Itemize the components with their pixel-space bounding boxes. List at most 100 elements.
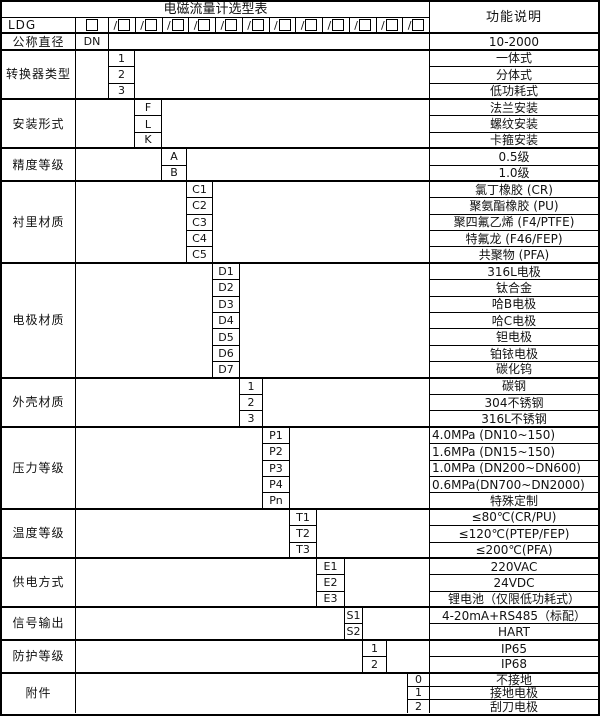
slash-separator: /: [113, 18, 118, 32]
checkbox-icon: [305, 19, 318, 32]
option-description: IP65: [430, 641, 598, 658]
empty-span-right: [135, 50, 430, 100]
model-first-slot[interactable]: [76, 18, 109, 35]
option-code: T3: [290, 542, 317, 559]
model-code-slot[interactable]: /: [270, 18, 297, 33]
model-code-slot[interactable]: /: [216, 18, 243, 33]
slash-separator: /: [300, 18, 305, 32]
slash-separator: /: [381, 18, 385, 32]
option-description: 法兰安装: [430, 100, 598, 117]
checkbox-icon: [86, 19, 98, 32]
checkbox-icon: [118, 19, 131, 32]
option-code: D7: [213, 362, 240, 379]
option-description: 1.0MPa (DN200~DN600): [430, 461, 598, 477]
option-description: ≤80℃(CR/PU): [430, 510, 598, 527]
model-code-slot[interactable]: /: [243, 18, 270, 33]
option-code: K: [135, 132, 162, 150]
option-code: D3: [213, 296, 240, 314]
option-description: 接地电极: [430, 687, 598, 700]
empty-span-right: [345, 558, 430, 609]
option-description: 氯丁橡胶 (CR): [430, 182, 598, 199]
option-code: E2: [317, 575, 345, 592]
option-code: C5: [187, 247, 213, 264]
option-description: 碳钢: [430, 379, 598, 395]
option-code: P1: [263, 427, 290, 445]
empty-span-right: [387, 640, 430, 674]
option-code: E3: [317, 591, 345, 609]
model-code-slot[interactable]: /: [377, 18, 404, 33]
option-code: D2: [213, 280, 240, 297]
model-code-slot[interactable]: /: [109, 18, 136, 33]
model-code-slot[interactable]: /: [296, 18, 323, 33]
model-code-slot[interactable]: /: [136, 18, 163, 33]
section-label: 压力等级: [2, 427, 76, 510]
section-label: 衬里材质: [2, 181, 76, 264]
slash-separator: /: [407, 18, 412, 32]
option-code: D1: [213, 263, 240, 281]
option-description: 聚四氟乙烯 (F4/PTFE): [430, 215, 598, 232]
empty-span-left: [76, 378, 240, 428]
checkbox-icon: [412, 19, 425, 32]
option-description: 304不锈钢: [430, 395, 598, 412]
model-prefix: LDG: [2, 18, 76, 35]
option-description: 螺纹安装: [430, 116, 598, 133]
option-description: 10-2000: [430, 34, 598, 51]
model-code-slot[interactable]: /: [189, 18, 216, 33]
option-code: Pn: [263, 493, 290, 510]
empty-span-right: [162, 99, 430, 150]
option-code: 1: [240, 378, 263, 395]
option-code: P3: [263, 460, 290, 477]
section-label: 防护等级: [2, 640, 76, 674]
empty-span-right: [240, 263, 430, 379]
checkbox-icon: [358, 19, 371, 32]
section-label: 外壳材质: [2, 378, 76, 428]
option-description: 聚氨酯橡胶 (PU): [430, 198, 598, 215]
option-description: 分体式: [430, 67, 598, 84]
empty-span-left: [76, 99, 135, 150]
model-code-slot[interactable]: /: [163, 18, 190, 33]
option-code: 1: [109, 50, 135, 68]
option-code: T2: [290, 526, 317, 543]
checkbox-icon: [278, 19, 291, 32]
option-description: IP68: [430, 657, 598, 674]
option-code: D5: [213, 329, 240, 346]
empty-span-left: [76, 558, 317, 609]
model-code-slot[interactable]: /: [403, 18, 430, 33]
checkbox-icon: [144, 19, 157, 32]
slash-separator: /: [193, 18, 198, 32]
model-code-slots: / / / / / / / / / / / /: [109, 18, 430, 35]
option-code: DN: [76, 34, 109, 51]
option-description: 钛合金: [430, 280, 598, 297]
option-code: 1: [408, 686, 430, 700]
option-code: 2: [408, 700, 430, 714]
option-description: 1.0级: [430, 166, 598, 182]
empty-span-left: [76, 50, 109, 100]
option-code: P2: [263, 444, 290, 461]
checkbox-icon: [332, 19, 345, 32]
option-code: S1: [345, 608, 363, 625]
checkbox-icon: [251, 19, 264, 32]
option-code: B: [162, 165, 187, 182]
slash-separator: /: [247, 18, 251, 32]
option-description: HART: [430, 624, 598, 641]
option-code: C4: [187, 231, 213, 248]
option-code: D4: [213, 313, 240, 330]
option-code: 3: [109, 83, 135, 100]
model-code-slot[interactable]: /: [350, 18, 377, 33]
function-column-header: 功能说明: [430, 2, 598, 35]
option-description: 316L不锈钢: [430, 411, 598, 428]
model-code-slot[interactable]: /: [323, 18, 350, 33]
empty-span-right: [187, 149, 430, 182]
option-description: 卡箍安装: [430, 133, 598, 150]
option-description: ≤120℃(PTEP/FEP): [430, 526, 598, 543]
checkbox-icon: [225, 19, 238, 32]
option-description: 特氟龙 (F46/FEP): [430, 231, 598, 248]
empty-span-left: [76, 509, 290, 559]
empty-span-left: [76, 263, 213, 379]
option-code: S2: [345, 624, 363, 641]
section-label: 信号输出: [2, 608, 76, 641]
option-description: 锂电池（仅限低功耗式）: [430, 592, 598, 609]
empty-span-left: [76, 427, 263, 510]
option-code: P4: [263, 476, 290, 494]
empty-span-right: [213, 181, 430, 264]
